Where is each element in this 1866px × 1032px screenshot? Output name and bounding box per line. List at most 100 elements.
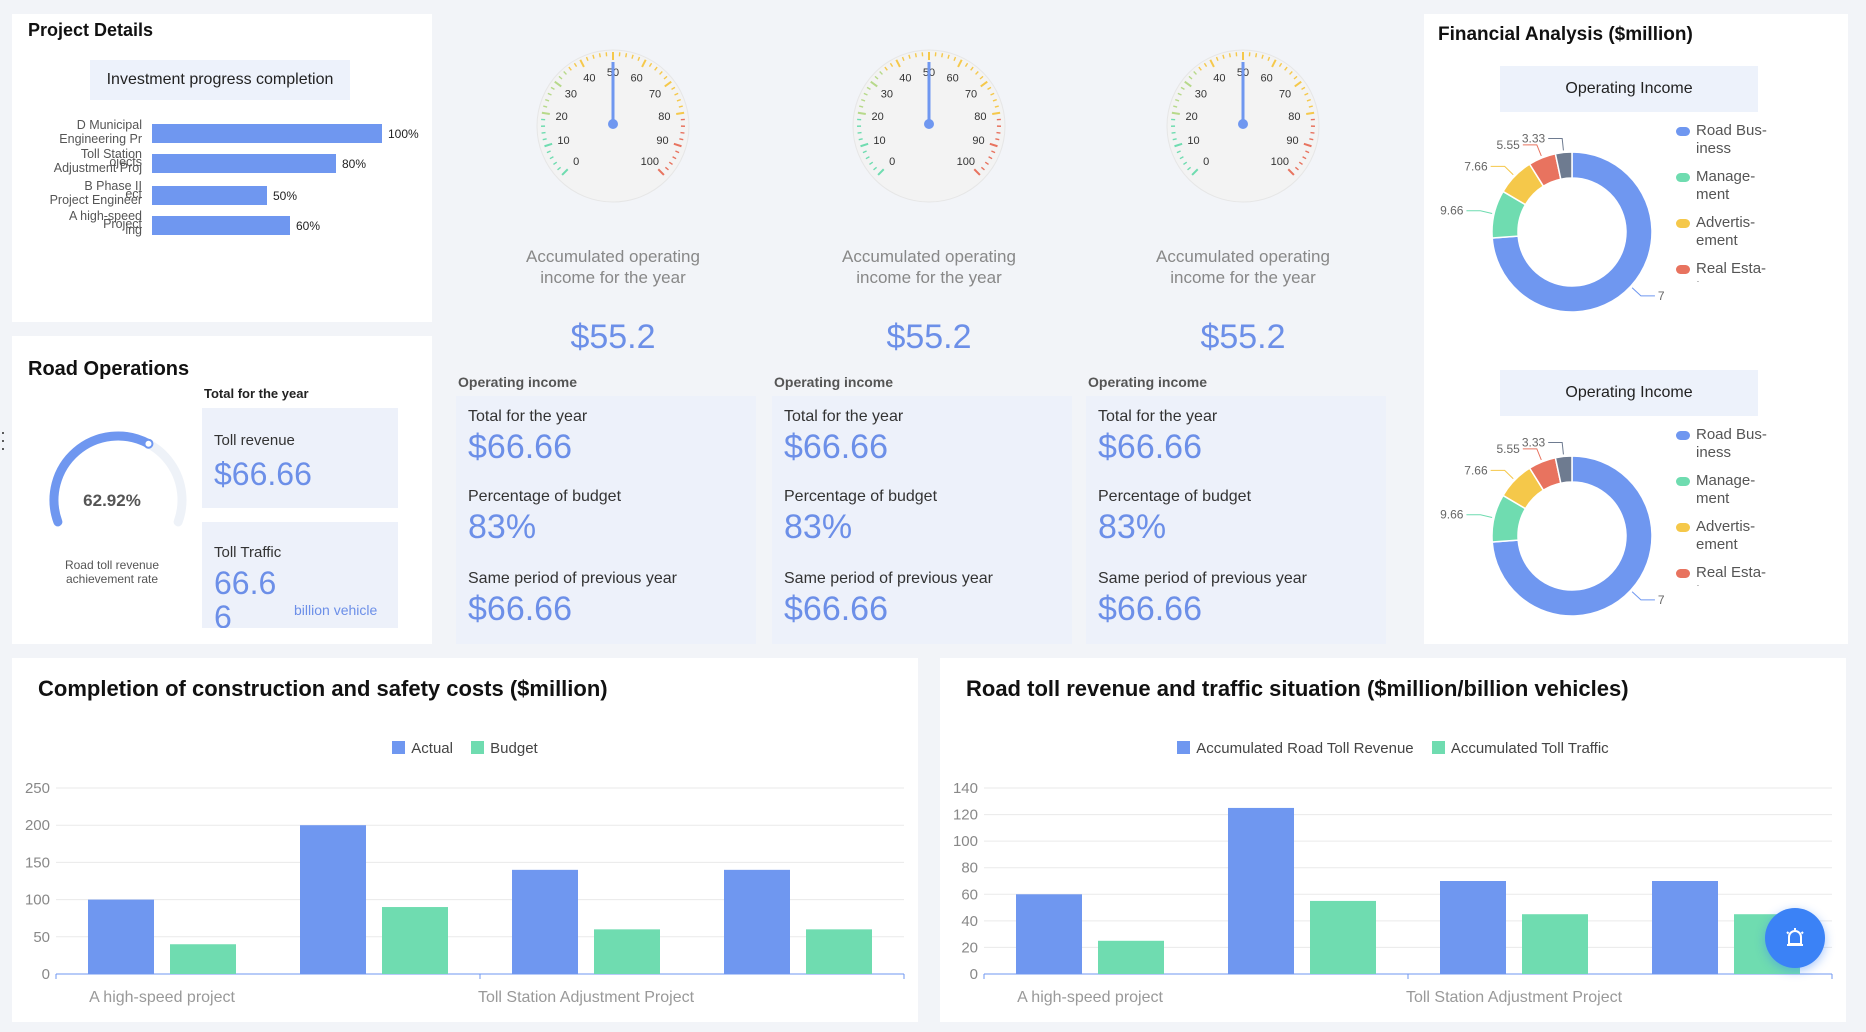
gauge-tick-mark xyxy=(546,150,551,154)
gauge-tick-mark xyxy=(663,75,668,80)
gauge-big-value: $55.2 xyxy=(1200,318,1286,356)
donut-label-leader xyxy=(1466,210,1493,214)
progress-value-label: 80% xyxy=(342,157,366,171)
y-tick-label: 150 xyxy=(25,854,50,871)
gauge-caption-line: income for the year xyxy=(540,268,686,287)
income-gauge: 0102030405060708090100 xyxy=(852,49,1006,203)
toll-revenue-value: $66.66 xyxy=(214,456,312,492)
gauge-tick-mark xyxy=(970,66,974,71)
progress-category-label: Project Engineer xyxy=(50,193,142,207)
progress-category-label: B Phase II xyxy=(84,179,142,193)
prev-value: $66.66 xyxy=(784,590,888,628)
gauge-tick-mark xyxy=(1171,111,1180,115)
legend-dot-icon xyxy=(1676,523,1690,532)
donut-legend-label: ment xyxy=(1696,490,1730,507)
legend-budget[interactable]: Budget xyxy=(471,740,538,757)
gauge-tick-mark xyxy=(941,53,944,58)
gauge-tick-mark xyxy=(1308,105,1313,108)
gauge-tick-mark xyxy=(675,150,680,154)
gauge-tick-mark xyxy=(1171,131,1176,134)
gauge-tick-label: 20 xyxy=(556,111,568,123)
gauge-tick-mark xyxy=(631,54,634,59)
gauge-tick-mark xyxy=(1306,98,1311,102)
prev-label: Same period of previous year xyxy=(784,570,993,587)
progress-bar xyxy=(152,186,267,205)
y-tick-label: 100 xyxy=(953,833,978,850)
gauge-tick-mark xyxy=(676,98,681,102)
gauge-tick-label: 90 xyxy=(656,135,668,147)
gauge-tick-mark xyxy=(861,98,866,102)
donut-label-leader xyxy=(1490,469,1514,480)
gauge-tick-mark xyxy=(549,156,554,160)
gauge-tick-label: 90 xyxy=(1286,135,1298,147)
gauge-tick-mark xyxy=(1305,150,1310,154)
gauge-tick-mark xyxy=(1176,150,1181,154)
donut-legend: Road Bus-iness Manage-ment Advertis-ement R… xyxy=(1674,122,1786,282)
gauge-tick-mark xyxy=(679,138,684,141)
gauge-tick-mark xyxy=(671,86,676,90)
gauge-tick-mark xyxy=(989,142,998,148)
legend-toll-revenue-swatch xyxy=(1177,741,1191,754)
prev-value: $66.66 xyxy=(468,590,572,628)
donut-label-leader xyxy=(1466,514,1493,518)
bar-series-1 xyxy=(1652,881,1718,974)
bar-series-2 xyxy=(806,929,872,974)
road-toll-title: Road toll revenue and traffic situation … xyxy=(966,676,1629,701)
legend-dot-icon xyxy=(1676,431,1690,440)
progress-category-label: Project xyxy=(103,217,142,231)
donut-legend-label: te xyxy=(1696,278,1709,282)
gauge-tick-mark xyxy=(863,92,868,96)
gauge-tick-mark xyxy=(541,111,550,115)
gauge-tick-mark xyxy=(573,62,578,67)
gauge-tick-mark xyxy=(857,131,862,134)
gauge-tick-mark xyxy=(554,80,562,88)
gauge-tick-mark xyxy=(1306,111,1315,115)
legend-dot-icon xyxy=(1676,477,1690,486)
gauge-tick-label: 20 xyxy=(1186,111,1198,123)
gauge-tick-mark xyxy=(980,80,988,88)
legend-actual[interactable]: Actual xyxy=(392,740,453,757)
gauge-tick-mark xyxy=(1255,53,1258,58)
donut-legend-label: Road Bus- xyxy=(1696,426,1767,443)
construction-costs-chart: 0 50 100 150 200 250 A high-speed project Toll … xyxy=(25,780,905,1006)
donut-value-label: 9.66 xyxy=(1440,508,1464,522)
x-category-label: A high-speed project xyxy=(89,989,235,1006)
gauge-tick-mark xyxy=(975,71,979,75)
project-details-panel: Project Details Investment progress comp… xyxy=(12,14,432,322)
gauge-tick-mark xyxy=(860,142,869,148)
achievement-rate-value: 62.92% xyxy=(83,491,141,510)
project-details-title: Project Details xyxy=(28,20,154,40)
donut-legend-label: Manage- xyxy=(1696,472,1756,489)
total-value: $66.66 xyxy=(784,428,888,466)
donut-slice xyxy=(1491,151,1653,313)
bell-icon xyxy=(1786,928,1804,946)
achievement-rate-caption: Road toll revenue achievement rate xyxy=(64,558,160,586)
gauge-tick-mark xyxy=(895,59,901,68)
donut-legend-label: ement xyxy=(1696,232,1738,249)
gauge-tick-mark xyxy=(1203,62,1208,67)
progress-category-label: ing xyxy=(125,223,142,237)
y-tick-label: 60 xyxy=(961,886,978,903)
progress-category-label: ojects xyxy=(109,155,142,169)
construction-costs-panel: Completion of construction and safety co… xyxy=(12,658,918,1022)
legend-toll-revenue[interactable]: Accumulated Road Toll Revenue xyxy=(1177,740,1414,757)
y-tick-label: 200 xyxy=(25,817,50,834)
legend-toll-traffic[interactable]: Accumulated Toll Traffic xyxy=(1431,740,1609,757)
donut-value-label: 7.66 xyxy=(1464,463,1488,477)
drag-handle-icon[interactable]: · · · xyxy=(0,422,6,458)
gauge-tick-mark xyxy=(1303,142,1312,148)
gauge-tick-mark xyxy=(1193,71,1197,75)
donut-value-label: 9.66 xyxy=(1440,204,1464,218)
y-tick-label: 250 xyxy=(25,780,50,797)
gauge-tick-mark xyxy=(672,156,677,160)
donut-label-leader xyxy=(1548,442,1564,455)
gauge-tick-label: 10 xyxy=(873,135,885,147)
gauge-tick-mark xyxy=(648,62,653,67)
assistant-fab-button[interactable] xyxy=(1765,908,1825,968)
gauge-tick-mark xyxy=(1180,86,1185,90)
progress-bar xyxy=(152,216,290,235)
y-tick-label: 20 xyxy=(961,939,978,956)
gauge-tick-mark xyxy=(1209,59,1215,68)
gauge-tick-label: 0 xyxy=(573,156,579,168)
gauge-tick-mark xyxy=(1289,71,1293,75)
